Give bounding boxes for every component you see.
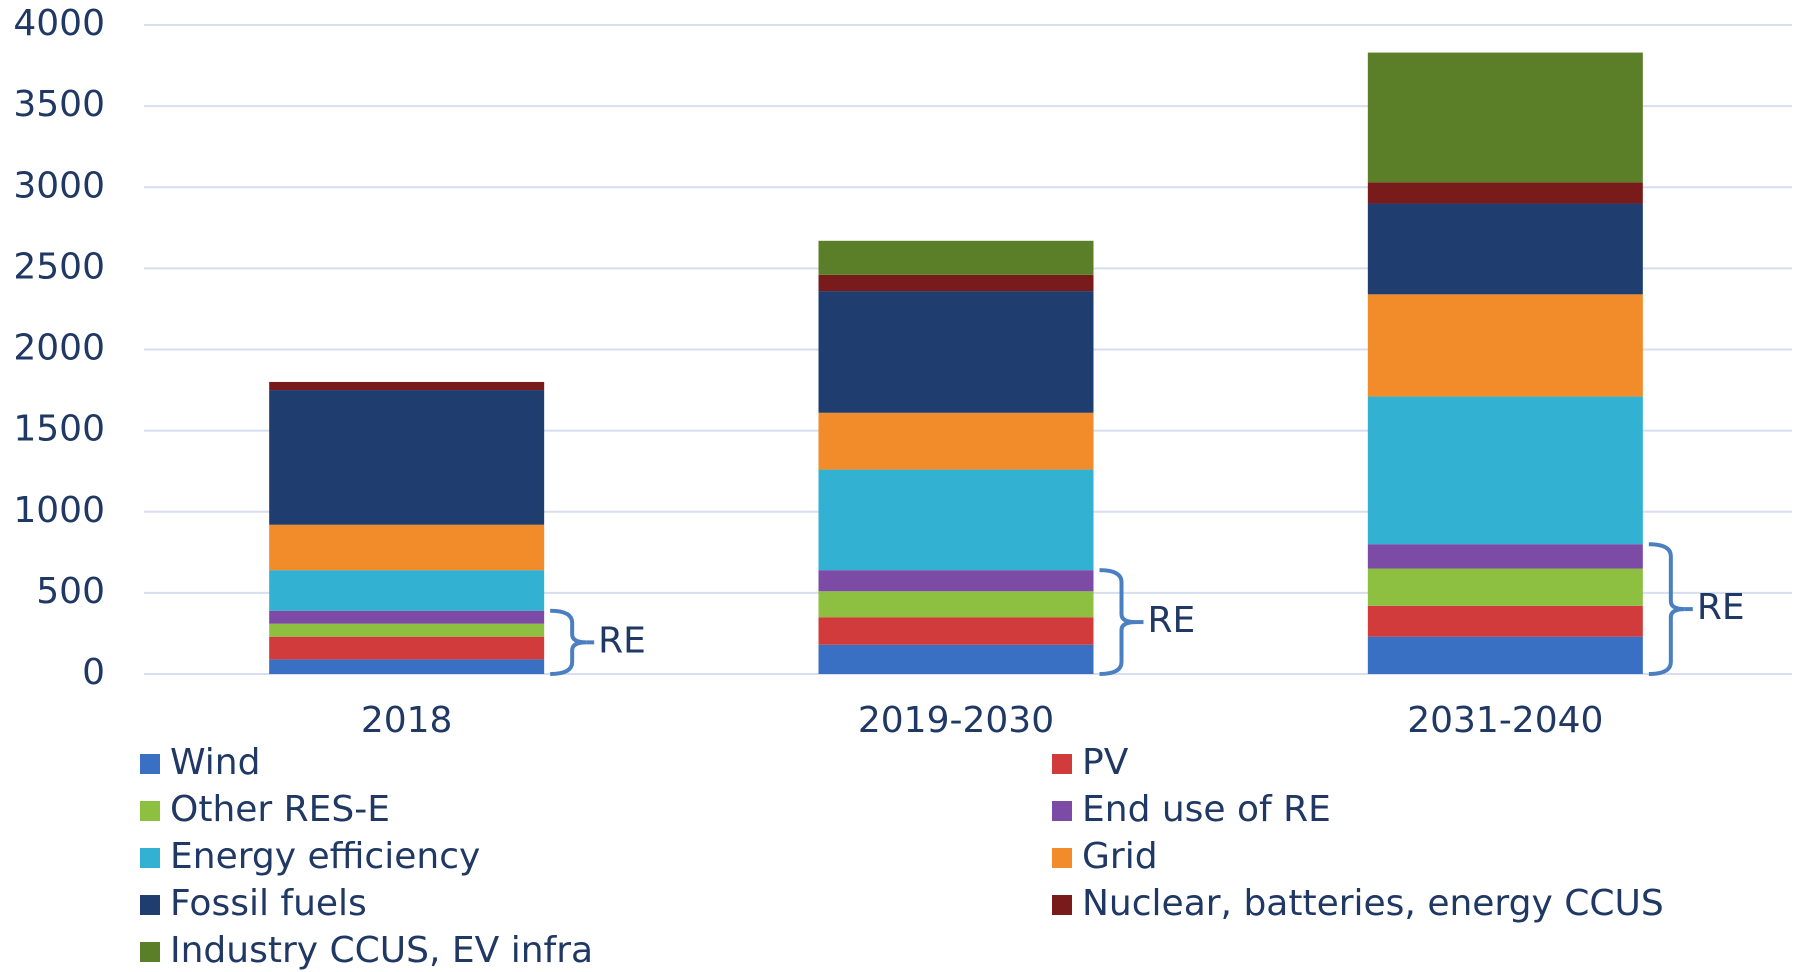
bar-segment (1367, 636, 1643, 674)
legend-swatch (1052, 801, 1072, 821)
legend-swatch (140, 942, 160, 962)
legend-label: Grid (1082, 836, 1158, 877)
legend-swatch (1052, 754, 1072, 774)
bar-segment (818, 644, 1094, 674)
bar-segment (1367, 203, 1643, 295)
legend-label: Wind (170, 742, 260, 783)
y-tick-label: 2000 (13, 328, 105, 369)
legend-label: Industry CCUS, EV infra (170, 930, 593, 971)
y-tick-label: 2500 (13, 246, 105, 287)
annotation: RE (1148, 600, 1196, 641)
bar-segment (818, 570, 1094, 592)
y-tick-label: 3000 (13, 165, 105, 206)
legend-swatch (1052, 848, 1072, 868)
legend-label: Nuclear, batteries, energy CCUS (1082, 883, 1664, 924)
bar-segment (818, 469, 1094, 571)
bar-segment (1367, 396, 1643, 545)
bar-segment (1367, 544, 1643, 569)
y-tick-label: 3500 (13, 84, 105, 125)
bar-segment (1367, 52, 1643, 183)
y-tick-label: 1500 (13, 409, 105, 450)
legend-swatch (140, 754, 160, 774)
bar-segment (269, 659, 545, 674)
y-tick-label: 500 (36, 571, 105, 612)
bracket (1099, 568, 1136, 676)
bar-segment (1367, 182, 1643, 204)
bar-segment (269, 570, 545, 611)
bar-segment (1367, 294, 1643, 397)
legend-label: PV (1082, 742, 1129, 783)
bar-segment (269, 390, 545, 525)
legend-label: Other RES-E (170, 789, 390, 830)
bar-segment (269, 610, 545, 624)
bar-segment (818, 591, 1094, 618)
x-tick-label: 2019-2030 (858, 700, 1054, 741)
bar-segment (269, 381, 545, 391)
legend-label: Energy efficiency (170, 836, 480, 877)
bar-segment (1367, 568, 1643, 606)
y-tick-label: 0 (82, 652, 105, 693)
y-tick-label: 4000 (13, 3, 105, 44)
bar-segment (269, 623, 545, 637)
bar-segment (818, 412, 1094, 470)
bar-segment (818, 274, 1094, 292)
legend-swatch (140, 801, 160, 821)
legend-swatch (140, 848, 160, 868)
x-tick-label: 2031-2040 (1407, 700, 1603, 741)
legend-swatch (140, 895, 160, 915)
y-tick-label: 1000 (13, 490, 105, 531)
bar-segment (818, 291, 1094, 413)
bar-segment (818, 240, 1094, 275)
bar-segment (269, 636, 545, 660)
x-tick-label: 2018 (361, 700, 453, 741)
bar-segment (269, 524, 545, 571)
annotation: RE (1697, 587, 1745, 628)
annotation: RE (598, 620, 646, 661)
bar-segment (1367, 605, 1643, 637)
bracket (1648, 542, 1685, 676)
legend-label: Fossil fuels (170, 883, 367, 924)
bracket (550, 608, 587, 676)
legend-swatch (1052, 895, 1072, 915)
legend-label: End use of RE (1082, 789, 1331, 830)
bar-segment (818, 617, 1094, 645)
